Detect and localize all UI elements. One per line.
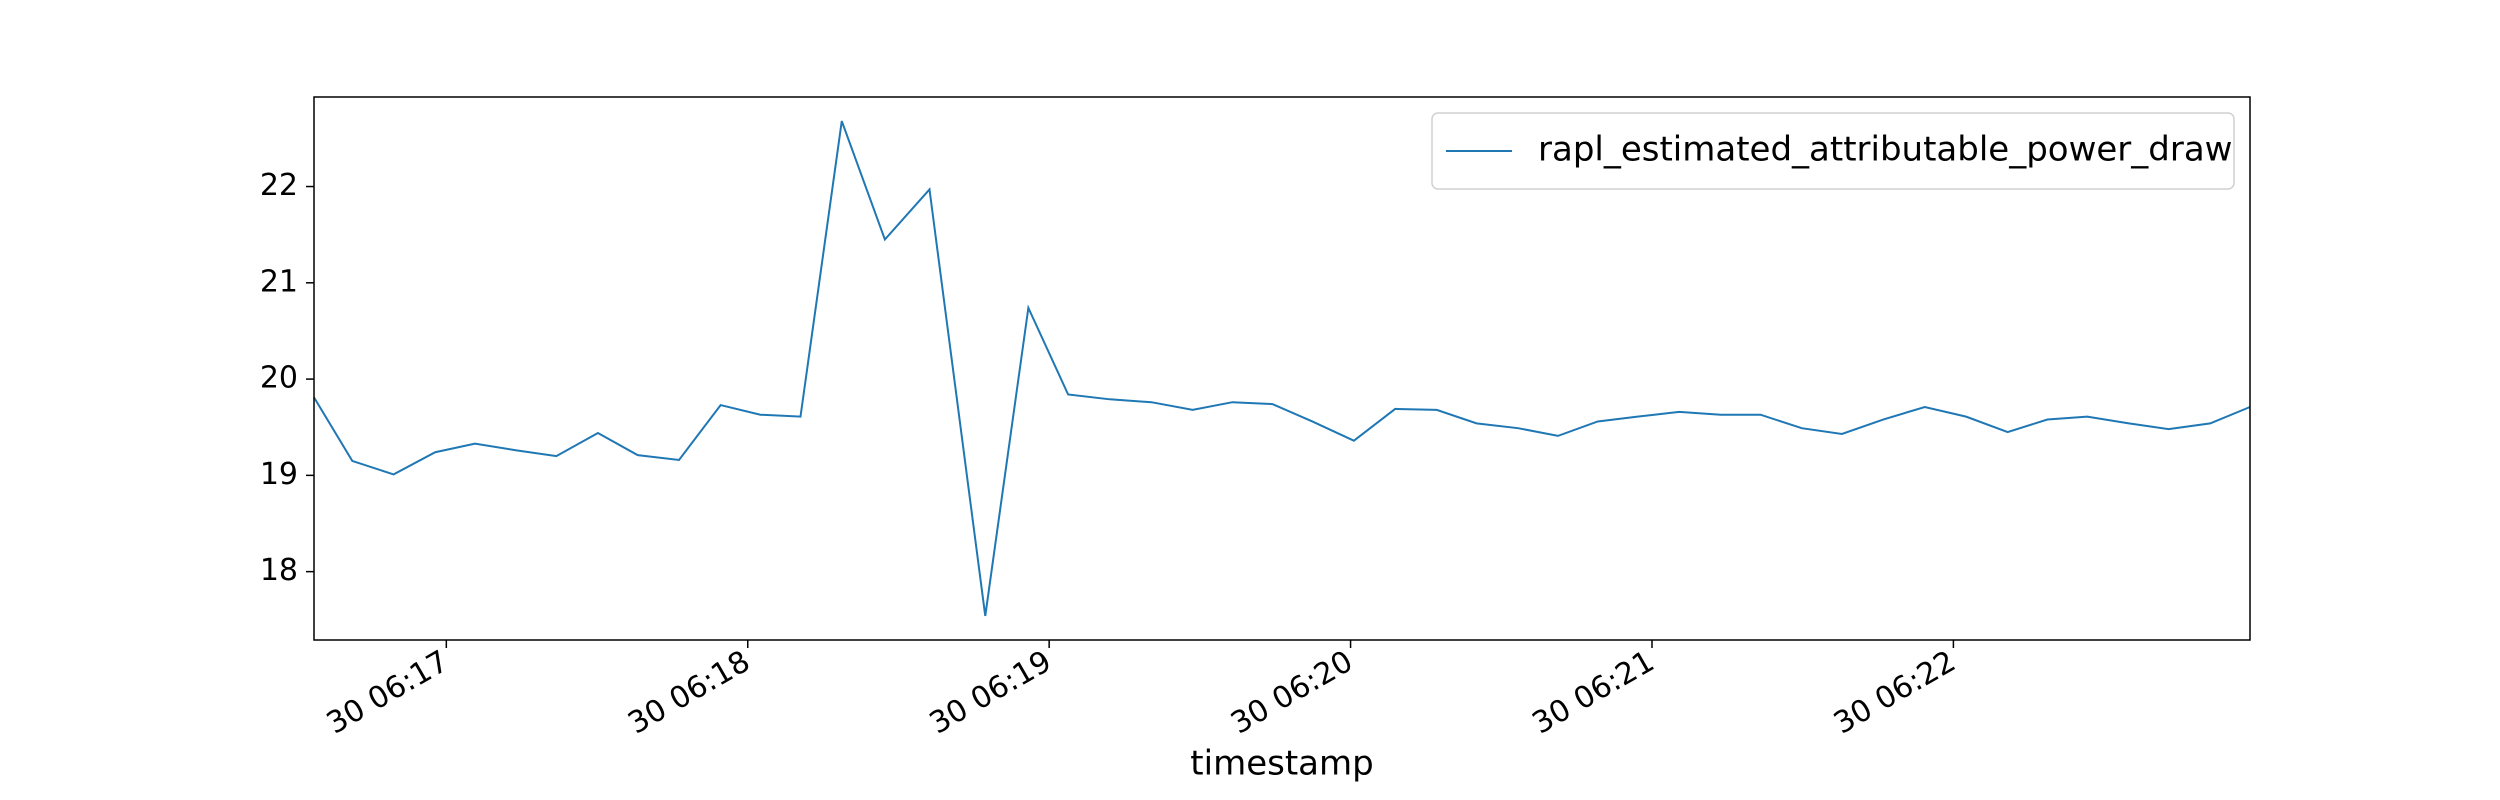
x-tick-label: 30 06:20 bbox=[1225, 644, 1359, 741]
x-tick-label: 30 06:17 bbox=[321, 644, 455, 741]
x-axis-label: timestamp bbox=[1190, 744, 1373, 784]
plot-frame bbox=[313, 96, 2251, 641]
legend-box bbox=[1431, 112, 2235, 190]
legend-label: rapl_estimated_attributable_power_draw bbox=[1538, 130, 2233, 170]
y-tick-label: 21 bbox=[260, 264, 298, 299]
x-tick-label: 30 06:21 bbox=[1527, 644, 1661, 741]
x-tick-label: 30 06:19 bbox=[924, 644, 1058, 741]
x-tick-label: 30 06:18 bbox=[622, 644, 756, 741]
y-tick-label: 18 bbox=[260, 553, 298, 588]
line-series bbox=[313, 120, 2251, 617]
y-tick-label: 19 bbox=[260, 457, 298, 492]
y-tick-label: 22 bbox=[260, 168, 298, 203]
x-tick-label: 30 06:22 bbox=[1828, 644, 1962, 741]
y-tick-label: 20 bbox=[260, 361, 298, 396]
